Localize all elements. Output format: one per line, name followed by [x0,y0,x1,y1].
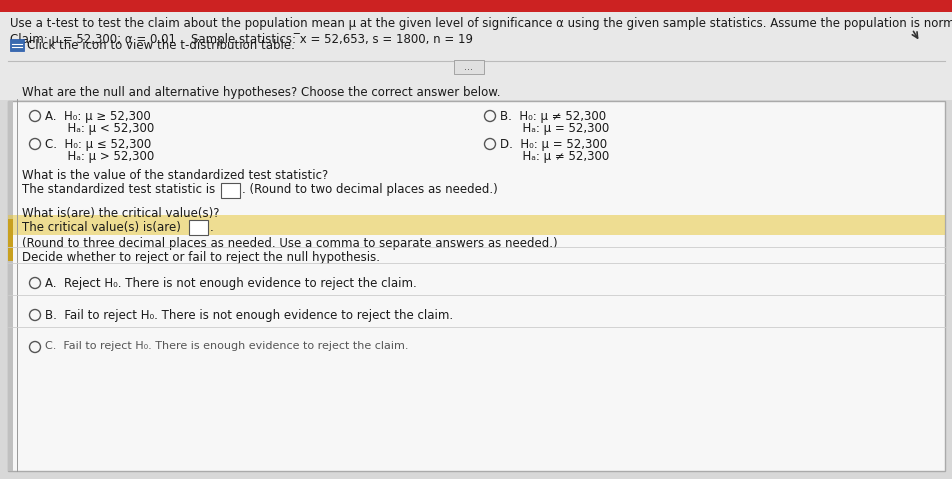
Text: The standardized test statistic is: The standardized test statistic is [22,183,215,196]
FancyBboxPatch shape [10,39,24,51]
Text: What are the null and alternative hypotheses? Choose the correct answer below.: What are the null and alternative hypoth… [22,86,500,99]
Text: B.  Fail to reject H₀. There is not enough evidence to reject the claim.: B. Fail to reject H₀. There is not enoug… [45,309,452,322]
FancyBboxPatch shape [0,0,952,12]
Text: Hₐ: μ < 52,300: Hₐ: μ < 52,300 [45,122,154,135]
FancyBboxPatch shape [8,215,944,235]
Text: Use a t-test to test the claim about the population mean μ at the given level of: Use a t-test to test the claim about the… [10,17,952,30]
Text: Claim: μ = 52,300; α = 0.01    Sample statistics: ̅x = 52,653, s = 1800, n = 19: Claim: μ = 52,300; α = 0.01 Sample stati… [10,33,472,46]
Text: What is(are) the critical value(s)?: What is(are) the critical value(s)? [22,207,219,220]
Text: What is the value of the standardized test statistic?: What is the value of the standardized te… [22,169,327,182]
FancyBboxPatch shape [189,219,208,235]
Text: B.  H₀: μ ≠ 52,300: B. H₀: μ ≠ 52,300 [500,110,605,123]
Text: C.  H₀: μ ≤ 52,300: C. H₀: μ ≤ 52,300 [45,138,151,151]
Text: Click the icon to view the t-distribution table.: Click the icon to view the t-distributio… [27,38,294,52]
Text: A.  Reject H₀. There is not enough evidence to reject the claim.: A. Reject H₀. There is not enough eviden… [45,277,416,290]
FancyBboxPatch shape [8,219,13,261]
Text: (Round to three decimal places as needed. Use a comma to separate answers as nee: (Round to three decimal places as needed… [22,237,557,250]
FancyBboxPatch shape [8,101,944,471]
Text: D.  H₀: μ = 52,300: D. H₀: μ = 52,300 [500,138,606,151]
FancyBboxPatch shape [0,0,952,100]
Text: Decide whether to reject or fail to reject the null hypothesis.: Decide whether to reject or fail to reje… [22,251,380,264]
Text: C.  Fail to reject H₀. There is enough evidence to reject the claim.: C. Fail to reject H₀. There is enough ev… [45,341,408,351]
Text: The critical value(s) is(are): The critical value(s) is(are) [22,221,181,234]
FancyBboxPatch shape [221,182,240,197]
FancyBboxPatch shape [8,101,13,471]
Text: ...: ... [464,62,473,72]
Text: Hₐ: μ > 52,300: Hₐ: μ > 52,300 [45,150,154,163]
Text: . (Round to two decimal places as needed.): . (Round to two decimal places as needed… [242,183,497,196]
FancyBboxPatch shape [453,60,484,74]
Text: A.  H₀: μ ≥ 52,300: A. H₀: μ ≥ 52,300 [45,110,150,123]
Text: Hₐ: μ = 52,300: Hₐ: μ = 52,300 [500,122,608,135]
Text: .: . [209,221,213,234]
Text: Hₐ: μ ≠ 52,300: Hₐ: μ ≠ 52,300 [500,150,608,163]
